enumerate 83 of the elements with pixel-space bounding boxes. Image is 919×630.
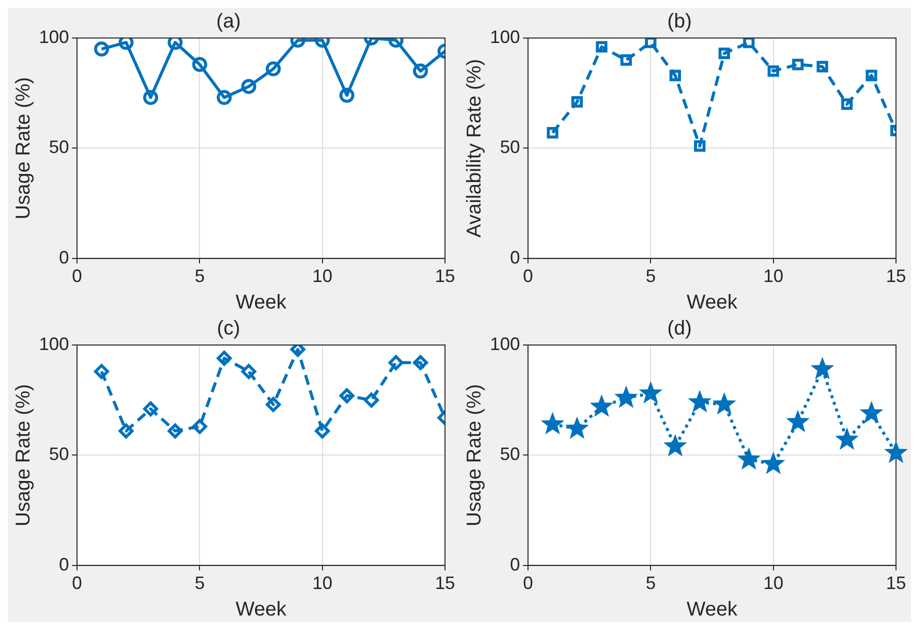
y-tick-label: 50: [49, 137, 70, 158]
point: [694, 140, 706, 152]
point: [596, 41, 608, 53]
y-tick-label: 0: [59, 247, 70, 268]
point: [688, 390, 711, 412]
point: [885, 441, 907, 462]
point: [192, 419, 208, 434]
x-tick-label: 15: [886, 266, 906, 286]
point: [738, 448, 760, 470]
y-axis-title: Usage Rate (%): [12, 384, 35, 526]
point: [718, 48, 730, 60]
chart-title: (c): [216, 318, 240, 340]
point: [542, 412, 564, 434]
x-tick-label: 0: [523, 266, 534, 286]
x-axis-title: Week: [686, 292, 738, 314]
point: [216, 350, 232, 366]
point: [811, 358, 834, 379]
point: [94, 364, 110, 379]
x-tick-label: 10: [312, 266, 332, 286]
point: [669, 70, 681, 82]
point: [590, 395, 613, 416]
point: [364, 392, 379, 408]
x-tick-label: 15: [434, 573, 456, 594]
point: [546, 127, 558, 139]
x-tick-label: 5: [646, 573, 656, 594]
y-tick-label: 50: [49, 444, 70, 464]
x-tick-label: 5: [194, 573, 205, 594]
point: [743, 38, 755, 48]
point: [792, 58, 804, 70]
y-tick-label: 100: [490, 26, 520, 47]
y-axis-title: Availability Rate (%): [464, 58, 486, 238]
x-tick-label: 5: [194, 266, 205, 286]
point: [168, 423, 183, 438]
point: [412, 355, 428, 370]
point: [143, 401, 158, 416]
chart-title: (d): [667, 318, 692, 340]
x-tick-label: 5: [646, 266, 656, 286]
x-axis-title: Week: [236, 598, 288, 621]
point: [816, 60, 828, 72]
y-tick-label: 0: [510, 554, 520, 574]
x-tick-label: 0: [72, 266, 82, 286]
point: [713, 393, 736, 414]
chart-title: (a): [216, 10, 241, 33]
point: [388, 355, 404, 370]
point: [566, 417, 588, 438]
point: [640, 382, 662, 403]
y-tick-label: 0: [510, 247, 520, 268]
point: [571, 96, 583, 108]
point: [841, 98, 853, 110]
point: [664, 434, 686, 456]
chart-title: (b): [667, 10, 692, 33]
point: [118, 423, 134, 438]
y-tick-label: 50: [500, 137, 520, 158]
y-tick-label: 100: [38, 334, 70, 354]
x-axis-title: Week: [686, 598, 738, 621]
point: [786, 410, 809, 432]
point: [339, 388, 354, 404]
point: [866, 70, 878, 82]
x-tick-label: 0: [72, 573, 82, 594]
y-tick-label: 100: [490, 334, 520, 354]
y-axis-title: Usage Rate (%): [464, 384, 486, 526]
point: [836, 428, 858, 450]
point: [314, 423, 330, 438]
point: [615, 386, 638, 408]
x-tick-label: 10: [763, 266, 784, 286]
point: [644, 38, 656, 48]
point: [241, 364, 256, 379]
point: [266, 397, 281, 412]
point: [620, 54, 632, 66]
point: [768, 65, 780, 77]
y-tick-label: 0: [59, 554, 70, 574]
point: [762, 452, 784, 474]
x-tick-label: 10: [763, 573, 784, 594]
y-tick-label: 50: [500, 444, 520, 464]
point: [860, 402, 882, 423]
x-tick-label: 15: [434, 266, 456, 286]
point: [290, 345, 306, 357]
y-tick-label: 100: [38, 26, 70, 47]
x-axis-title: Week: [236, 292, 288, 314]
x-tick-label: 10: [312, 573, 332, 594]
y-axis-title: Usage Rate (%): [12, 77, 35, 220]
x-tick-label: 15: [886, 573, 906, 594]
x-tick-label: 0: [523, 573, 534, 594]
